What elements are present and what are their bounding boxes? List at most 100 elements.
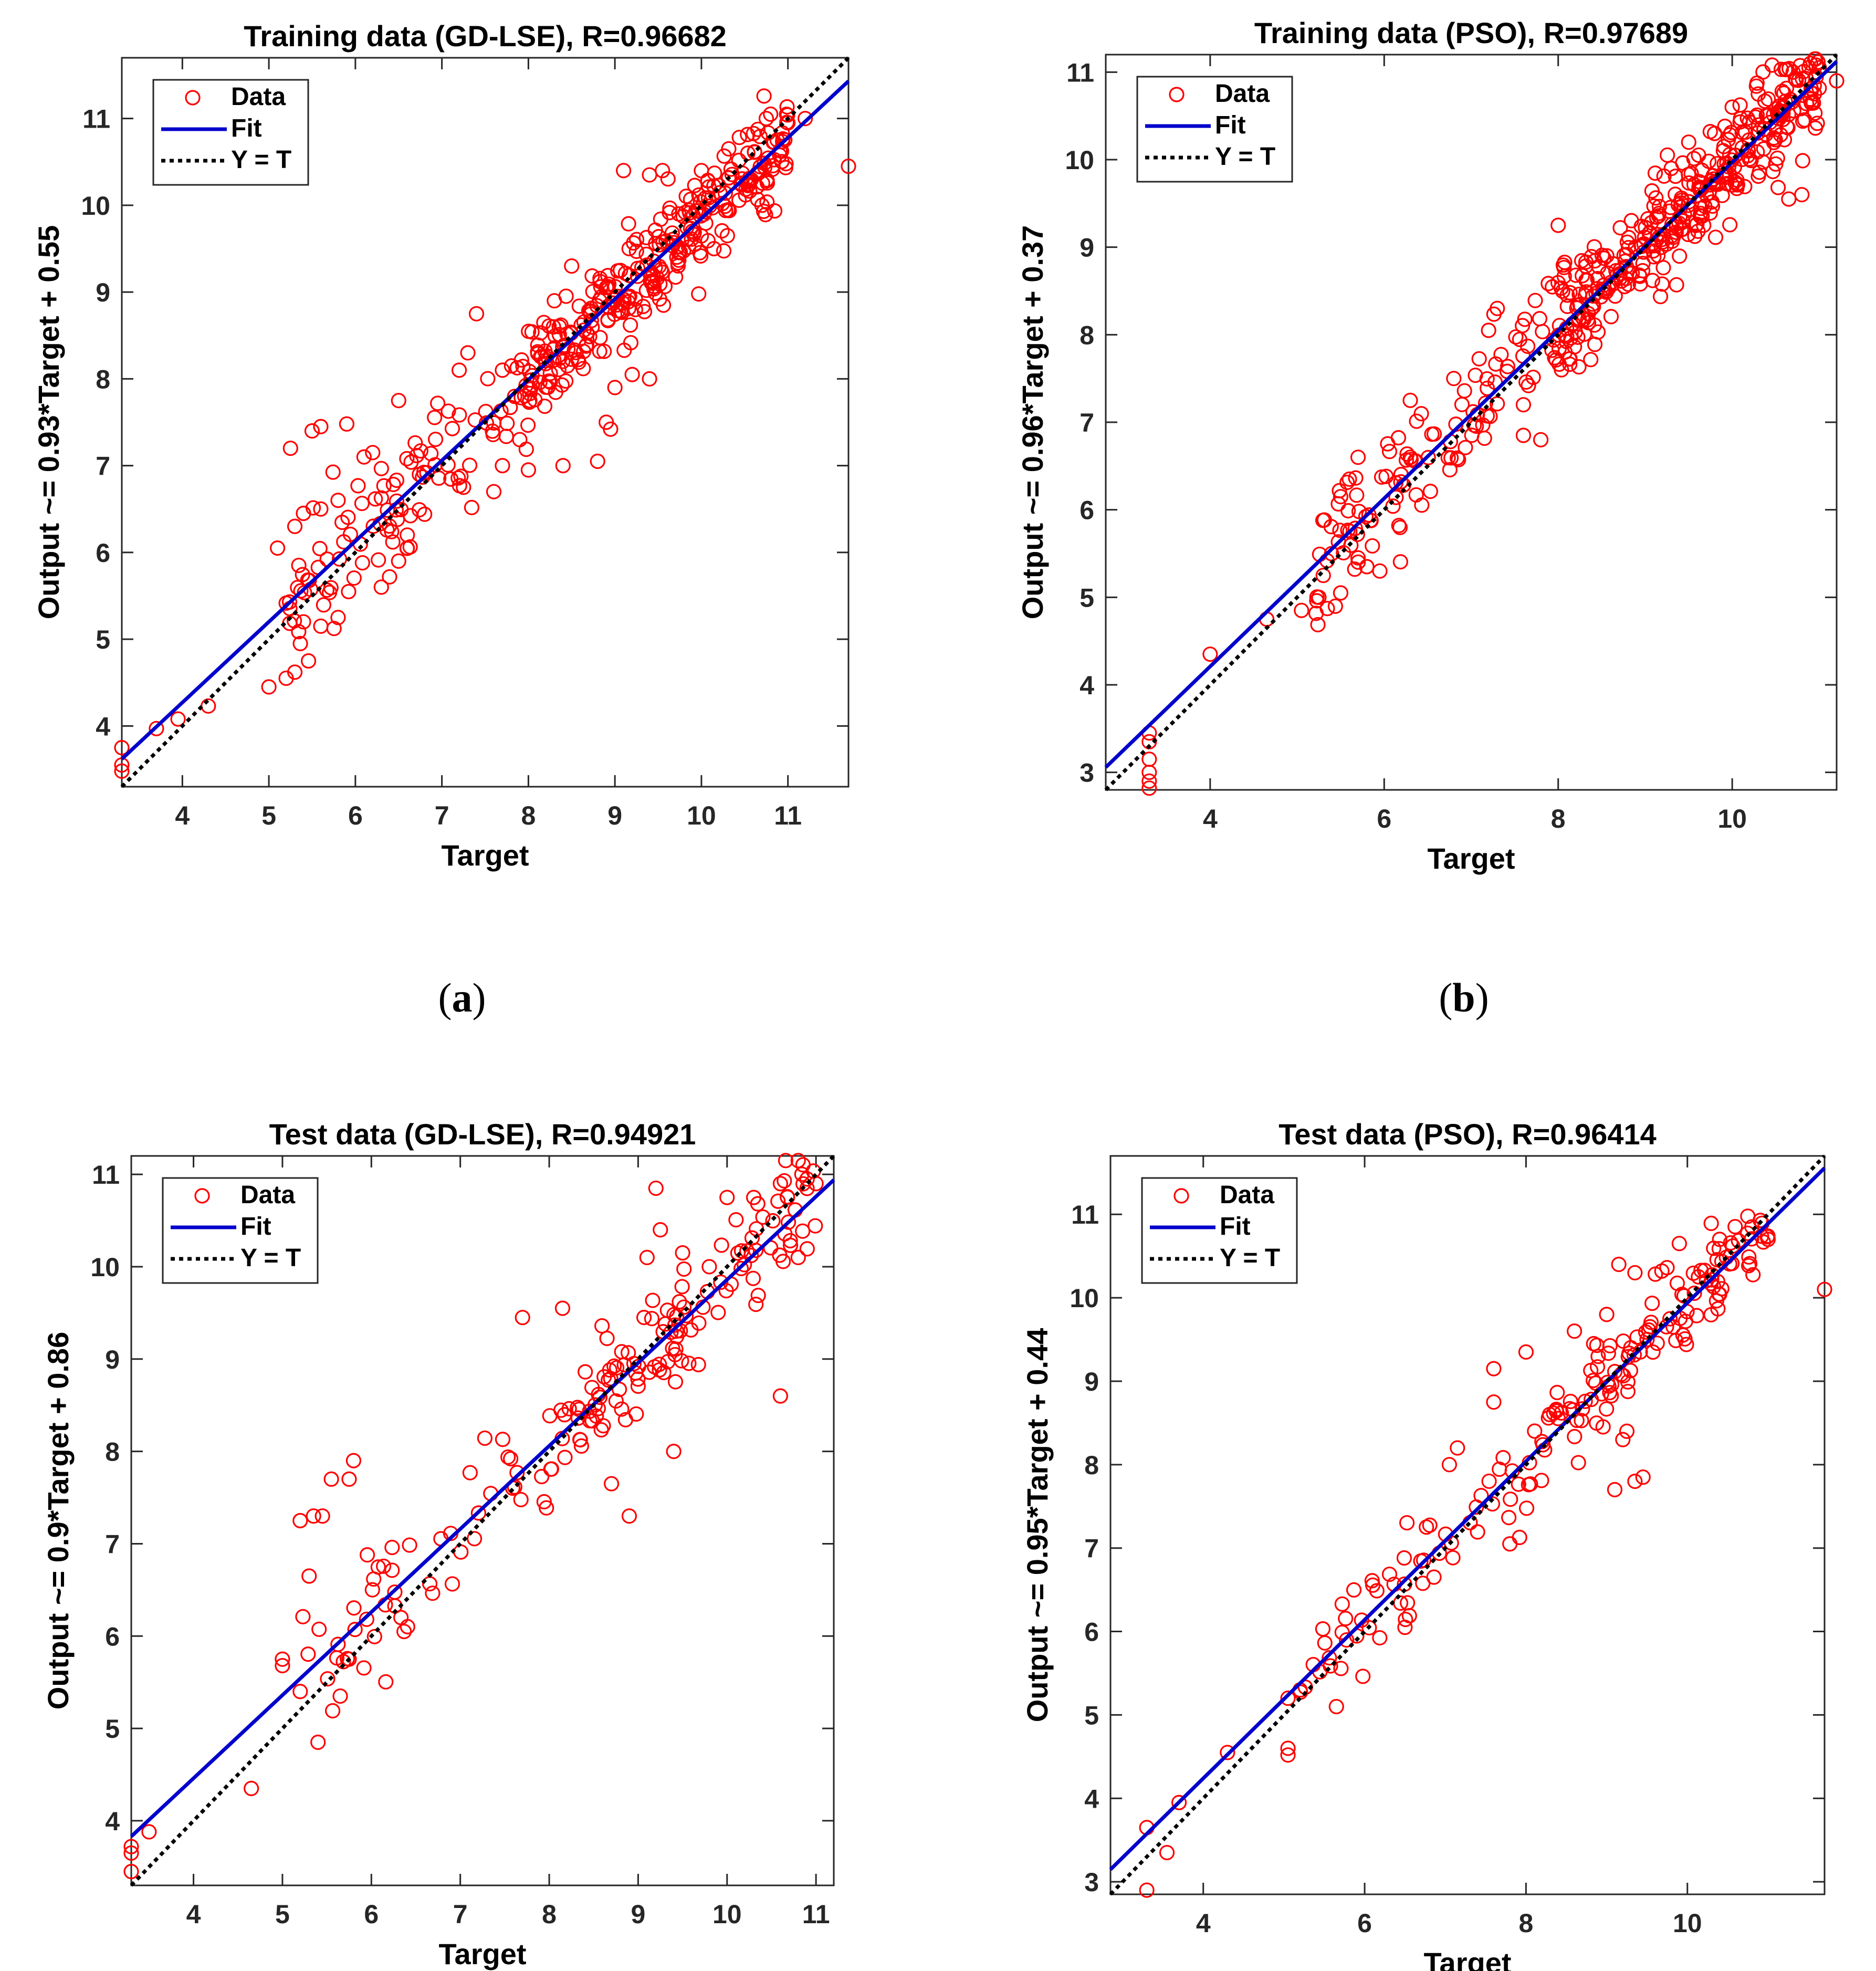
data-point bbox=[341, 1471, 357, 1487]
data-point bbox=[1627, 1265, 1643, 1281]
data-point bbox=[1759, 1229, 1775, 1245]
data-point bbox=[1520, 338, 1536, 354]
data-point bbox=[1202, 646, 1218, 662]
data-point bbox=[275, 1651, 290, 1667]
data-point bbox=[790, 1153, 806, 1169]
data-point bbox=[1511, 1476, 1526, 1492]
data-point bbox=[1570, 1455, 1586, 1471]
data-point bbox=[292, 1684, 308, 1699]
data-point bbox=[653, 262, 669, 277]
data-point bbox=[630, 260, 646, 276]
data-point bbox=[1550, 217, 1566, 233]
y-tick-label: 9 bbox=[1084, 1367, 1099, 1396]
data-point bbox=[639, 1249, 655, 1266]
data-point bbox=[733, 1260, 749, 1276]
data-point bbox=[647, 285, 663, 301]
data-point bbox=[1716, 139, 1732, 154]
data-point bbox=[1517, 311, 1533, 327]
data-point bbox=[301, 1568, 317, 1584]
data-point bbox=[1338, 1611, 1354, 1626]
data-point bbox=[1664, 233, 1680, 249]
data-point bbox=[1808, 51, 1823, 67]
data-point bbox=[1527, 1423, 1543, 1439]
data-point bbox=[1515, 397, 1532, 413]
caption-a-close: ) bbox=[472, 975, 486, 1020]
data-point bbox=[1607, 1364, 1623, 1380]
data-point bbox=[1372, 563, 1388, 579]
data-point bbox=[538, 379, 554, 395]
data-point bbox=[304, 423, 320, 439]
data-point bbox=[1724, 152, 1740, 168]
data-point bbox=[261, 679, 277, 695]
data-point bbox=[441, 403, 456, 419]
data-point bbox=[1330, 496, 1346, 512]
data-point bbox=[1619, 234, 1635, 250]
data-point bbox=[287, 664, 303, 680]
data-point bbox=[1594, 247, 1610, 263]
data-point bbox=[325, 464, 341, 480]
data-point bbox=[748, 1243, 764, 1258]
data-point bbox=[460, 345, 476, 361]
y-tick-label: 11 bbox=[1066, 58, 1094, 87]
data-point bbox=[655, 163, 670, 179]
data-point bbox=[330, 493, 346, 508]
data-point bbox=[669, 1309, 685, 1325]
caption-a-open: ( bbox=[438, 975, 452, 1020]
data-point bbox=[731, 130, 747, 145]
data-point bbox=[1392, 519, 1408, 535]
data-point bbox=[365, 445, 381, 461]
data-point bbox=[1578, 273, 1594, 288]
data-point bbox=[601, 276, 617, 292]
data-point bbox=[1556, 268, 1572, 284]
data-point bbox=[480, 371, 496, 387]
data-point bbox=[1515, 318, 1531, 333]
data-point bbox=[1563, 1393, 1578, 1410]
data-point bbox=[657, 1316, 673, 1332]
data-point bbox=[620, 294, 636, 310]
data-point bbox=[1718, 169, 1734, 185]
fit-line bbox=[130, 1179, 835, 1838]
data-point bbox=[1139, 1882, 1155, 1898]
data-point bbox=[601, 1372, 616, 1388]
data-point bbox=[269, 540, 286, 556]
data-point bbox=[614, 1401, 630, 1417]
data-point bbox=[1574, 1413, 1589, 1428]
y-tick-label: 8 bbox=[96, 364, 110, 394]
data-point bbox=[1795, 153, 1810, 169]
data-point bbox=[557, 337, 572, 353]
y-tick-label: 5 bbox=[1080, 583, 1094, 612]
data-point bbox=[1486, 306, 1502, 322]
data-point bbox=[630, 268, 645, 284]
data-point bbox=[370, 1559, 386, 1575]
y-tick-label: 9 bbox=[96, 278, 110, 307]
data-point bbox=[1525, 369, 1541, 385]
data-point bbox=[444, 1576, 460, 1592]
legend-label: Fit bbox=[1215, 111, 1246, 139]
data-point bbox=[1348, 470, 1364, 486]
data-point bbox=[468, 306, 485, 322]
data-point bbox=[1577, 1393, 1593, 1409]
y-tick-label: 8 bbox=[1080, 320, 1094, 350]
data-point bbox=[1668, 186, 1683, 202]
data-point bbox=[1678, 1313, 1693, 1329]
data-point bbox=[1632, 268, 1648, 284]
data-point bbox=[1619, 246, 1634, 263]
data-point bbox=[291, 557, 307, 573]
data-point bbox=[1795, 71, 1810, 87]
data-point bbox=[1774, 84, 1790, 99]
data-point bbox=[1694, 194, 1710, 210]
data-point bbox=[1322, 1650, 1337, 1666]
data-point bbox=[1339, 474, 1355, 491]
data-point bbox=[1664, 216, 1680, 233]
data-point bbox=[1647, 165, 1663, 181]
data-point bbox=[513, 352, 529, 368]
data-point bbox=[1518, 1344, 1534, 1360]
data-point bbox=[1393, 474, 1409, 490]
data-point bbox=[373, 490, 389, 506]
data-point bbox=[534, 1468, 550, 1485]
y-axis-label: Output ~= 0.95*Target + 0.44 bbox=[1021, 1328, 1054, 1723]
data-point bbox=[636, 1309, 652, 1326]
y-tick-label: 10 bbox=[81, 191, 110, 221]
data-point bbox=[385, 476, 401, 493]
